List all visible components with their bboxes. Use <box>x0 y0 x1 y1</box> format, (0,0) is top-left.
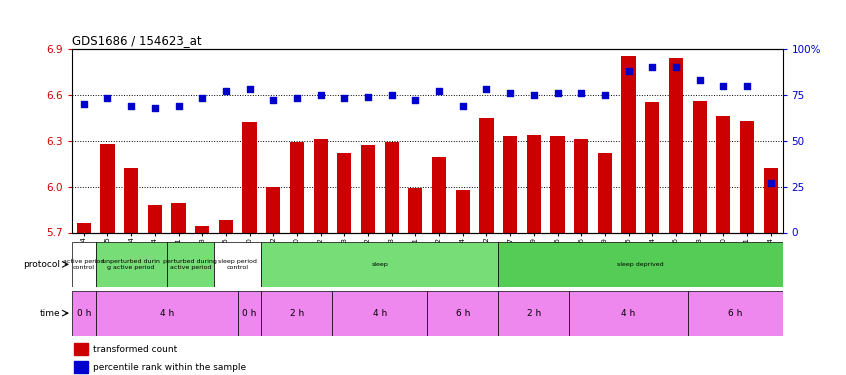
Bar <box>740 121 754 232</box>
Text: 6 h: 6 h <box>456 309 470 318</box>
Point <box>219 88 233 94</box>
Bar <box>498 242 783 287</box>
Bar <box>72 242 96 287</box>
Point <box>361 93 375 99</box>
Bar <box>96 291 238 336</box>
Point <box>456 103 470 109</box>
Text: protocol: protocol <box>23 260 60 269</box>
Bar <box>527 135 541 232</box>
Bar <box>219 220 233 232</box>
Text: percentile rank within the sample: percentile rank within the sample <box>93 363 246 372</box>
Text: sleep period
control: sleep period control <box>218 259 257 270</box>
Point <box>527 92 541 98</box>
Point <box>503 90 517 96</box>
Bar <box>195 226 209 232</box>
Point <box>740 82 754 88</box>
Point <box>290 95 304 101</box>
Text: perturbed during
active period: perturbed during active period <box>163 259 217 270</box>
Point <box>385 92 398 98</box>
Bar <box>764 168 777 232</box>
Text: sleep deprived: sleep deprived <box>617 262 664 267</box>
Point <box>172 103 185 109</box>
Text: time: time <box>40 309 60 318</box>
Point <box>645 64 659 70</box>
Bar <box>427 291 498 336</box>
Bar <box>214 242 261 287</box>
Point <box>195 95 209 101</box>
Bar <box>124 168 138 232</box>
Text: GDS1686 / 154623_at: GDS1686 / 154623_at <box>72 34 201 47</box>
Point <box>669 64 683 70</box>
Bar <box>688 291 783 336</box>
Bar <box>498 291 569 336</box>
Bar <box>503 136 517 232</box>
Bar <box>72 291 96 336</box>
Bar <box>290 142 304 232</box>
Bar <box>77 224 91 232</box>
Bar <box>361 145 375 232</box>
Bar <box>717 116 730 232</box>
Point <box>551 90 564 96</box>
Bar <box>332 291 427 336</box>
Text: 4 h: 4 h <box>160 309 173 318</box>
Point <box>764 180 777 186</box>
Bar <box>101 144 114 232</box>
Bar <box>261 291 332 336</box>
Point <box>432 88 446 94</box>
Text: 4 h: 4 h <box>373 309 387 318</box>
Bar <box>622 56 635 232</box>
Bar <box>74 361 89 373</box>
Text: 2 h: 2 h <box>290 309 304 318</box>
Bar <box>551 136 564 232</box>
Point <box>148 105 162 111</box>
Bar <box>74 343 89 355</box>
Point <box>266 97 280 103</box>
Text: 0 h: 0 h <box>77 309 91 318</box>
Point <box>77 101 91 107</box>
Bar <box>693 101 706 232</box>
Bar <box>266 187 280 232</box>
Bar <box>569 291 688 336</box>
Bar <box>645 102 659 232</box>
Bar <box>574 139 588 232</box>
Text: transformed count: transformed count <box>93 345 178 354</box>
Point <box>693 77 706 83</box>
Bar <box>385 142 398 232</box>
Text: 6 h: 6 h <box>728 309 742 318</box>
Bar <box>338 153 351 232</box>
Text: unperturbed durin
g active period: unperturbed durin g active period <box>102 259 160 270</box>
Bar <box>148 205 162 232</box>
Text: active period
control: active period control <box>63 259 104 270</box>
Point <box>598 92 612 98</box>
Point <box>243 86 256 92</box>
Point <box>101 95 114 101</box>
Bar <box>432 158 446 232</box>
Bar <box>261 242 498 287</box>
Text: sleep: sleep <box>371 262 388 267</box>
Bar <box>480 118 493 232</box>
Text: 0 h: 0 h <box>243 309 256 318</box>
Bar <box>456 190 470 232</box>
Point <box>409 97 422 103</box>
Point <box>717 82 730 88</box>
Bar <box>172 203 185 232</box>
Text: 4 h: 4 h <box>622 309 635 318</box>
Bar <box>314 139 327 232</box>
Bar <box>598 153 612 232</box>
Point <box>574 90 588 96</box>
Bar <box>96 242 167 287</box>
Bar <box>238 291 261 336</box>
Text: 2 h: 2 h <box>527 309 541 318</box>
Point <box>480 86 493 92</box>
Point <box>622 68 635 74</box>
Point <box>124 103 138 109</box>
Bar <box>243 122 256 232</box>
Bar <box>167 242 214 287</box>
Bar <box>669 58 683 232</box>
Point <box>314 92 327 98</box>
Bar <box>409 188 422 232</box>
Point <box>338 95 351 101</box>
